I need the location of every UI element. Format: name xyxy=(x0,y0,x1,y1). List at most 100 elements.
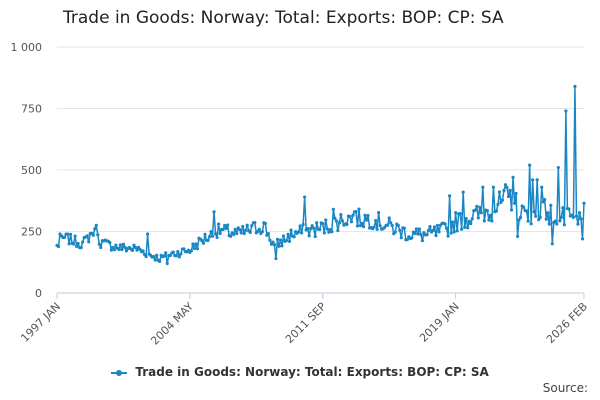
data-point xyxy=(155,253,159,257)
data-point xyxy=(580,237,585,241)
data-point xyxy=(386,223,390,227)
x-tick-label: 2004 MAY xyxy=(148,300,196,348)
data-point xyxy=(502,188,506,193)
x-tick-label: 2011 SEP xyxy=(283,300,329,346)
data-point xyxy=(496,202,500,207)
data-point xyxy=(396,223,400,228)
data-point xyxy=(118,243,123,247)
data-point xyxy=(393,230,397,234)
data-point xyxy=(212,210,216,214)
data-point xyxy=(550,242,554,246)
data-point xyxy=(97,242,101,246)
data-point xyxy=(268,238,272,242)
data-point xyxy=(546,211,550,215)
data-point xyxy=(303,195,307,199)
data-point xyxy=(221,227,225,232)
data-point xyxy=(284,238,289,243)
x-tick-label: 2026 FEB xyxy=(544,300,590,346)
data-point xyxy=(144,254,148,259)
data-point xyxy=(448,194,452,198)
data-point xyxy=(410,236,414,240)
data-point xyxy=(366,213,370,218)
data-point xyxy=(570,213,574,217)
data-point xyxy=(473,208,477,212)
legend[interactable]: Trade in Goods: Norway: Total: Exports: … xyxy=(0,365,600,379)
data-point xyxy=(263,221,267,226)
data-point xyxy=(244,228,248,232)
data-point xyxy=(488,213,492,217)
data-point xyxy=(206,238,210,243)
data-point xyxy=(165,261,169,266)
y-tick-label: 750 xyxy=(21,103,42,116)
data-point xyxy=(475,204,479,208)
data-point xyxy=(364,218,369,222)
data-point xyxy=(452,230,456,234)
data-point xyxy=(525,209,529,213)
data-point xyxy=(85,234,89,238)
data-point xyxy=(466,226,470,230)
data-point xyxy=(556,165,560,170)
data-point xyxy=(351,213,355,217)
data-point xyxy=(437,230,441,234)
data-point xyxy=(490,219,494,223)
data-point xyxy=(497,190,502,194)
data-point xyxy=(229,234,233,238)
data-point xyxy=(348,214,352,219)
data-point xyxy=(292,235,296,239)
data-point xyxy=(491,185,495,189)
data-point xyxy=(553,219,557,223)
data-point xyxy=(297,230,301,234)
data-point xyxy=(558,219,562,223)
data-point xyxy=(174,254,178,258)
data-point xyxy=(68,232,73,236)
data-point xyxy=(67,242,71,246)
data-point xyxy=(141,249,145,253)
data-point xyxy=(469,222,473,226)
data-point xyxy=(257,227,261,231)
data-point xyxy=(233,227,237,231)
data-point xyxy=(500,198,505,202)
data-point xyxy=(387,216,391,220)
data-point xyxy=(91,233,95,237)
data-point xyxy=(232,232,236,237)
data-point xyxy=(573,84,577,88)
data-point xyxy=(389,221,393,225)
data-point xyxy=(309,226,313,231)
data-point xyxy=(535,178,539,182)
data-point xyxy=(153,258,157,262)
data-point xyxy=(547,222,551,226)
data-point xyxy=(310,224,314,228)
data-point xyxy=(378,224,382,228)
data-point xyxy=(242,231,246,236)
data-point xyxy=(402,226,406,230)
data-point xyxy=(176,249,180,254)
data-point xyxy=(413,231,417,236)
data-point xyxy=(398,228,402,232)
data-point xyxy=(416,232,420,236)
x-axis-ticks: 1997 JAN 2004 MAY 2011 SEP 2019 JAN 2026 FEB xyxy=(18,300,590,348)
data-point xyxy=(112,248,116,252)
data-point xyxy=(79,246,83,250)
data-point xyxy=(307,234,311,238)
data-point xyxy=(515,234,520,239)
data-point xyxy=(271,240,275,244)
data-point xyxy=(470,217,474,221)
data-point xyxy=(218,231,222,236)
data-point xyxy=(191,242,195,246)
data-point xyxy=(461,190,465,194)
data-point xyxy=(241,224,245,229)
data-point xyxy=(278,238,283,242)
data-point xyxy=(56,244,61,249)
data-point xyxy=(431,228,435,233)
data-point xyxy=(435,223,440,228)
data-point xyxy=(287,239,292,244)
legend-label: Trade in Goods: Norway: Total: Exports: … xyxy=(135,365,489,379)
data-point xyxy=(360,221,364,225)
data-point xyxy=(464,216,468,221)
data-point xyxy=(531,178,535,182)
data-point xyxy=(420,239,425,243)
data-point xyxy=(280,244,284,248)
data-point xyxy=(195,247,200,251)
data-point xyxy=(73,234,77,238)
data-point xyxy=(561,206,565,210)
